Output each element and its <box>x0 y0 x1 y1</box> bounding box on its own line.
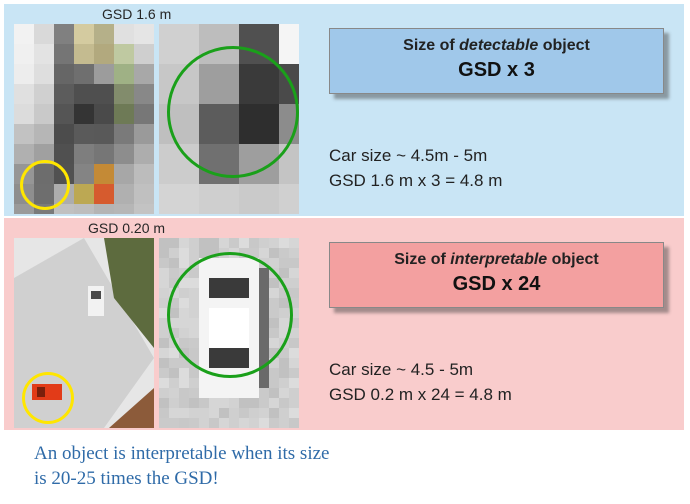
panel-detectable: GSD 1.6 m Size of detectable object GSD … <box>4 4 684 216</box>
calc-line2-bottom: GSD 0.2 m x 24 = 4.8 m <box>329 383 512 408</box>
t2c: object <box>547 251 599 268</box>
footer-line2: is 20-25 times the GSD! <box>34 467 329 492</box>
highlight-circle-green-bottom <box>167 252 293 378</box>
t1c: object <box>538 37 590 54</box>
gsd-label-top: GSD 1.6 m <box>102 6 171 22</box>
highlight-circle-green-top <box>167 46 299 178</box>
highlight-circle-yellow-top <box>20 160 70 210</box>
aerial-coarse-zoom-image <box>159 24 299 214</box>
gsd-label-bottom: GSD 0.20 m <box>88 220 165 236</box>
calc-line1-bottom: Car size ~ 4.5 - 5m <box>329 358 512 383</box>
calc-line2-top: GSD 1.6 m x 3 = 4.8 m <box>329 169 502 194</box>
info-line1-top: Size of detectable object <box>334 37 659 55</box>
calc-block-top: Car size ~ 4.5m - 5m GSD 1.6 m x 3 = 4.8… <box>329 144 502 193</box>
footer-line1: An object is interpretable when its size <box>34 442 329 467</box>
info-box-detectable: Size of detectable object GSD x 3 <box>329 28 664 94</box>
highlight-circle-yellow-bottom <box>22 372 74 424</box>
aerial-coarse-image <box>14 24 154 214</box>
info-line2-top: GSD x 3 <box>334 59 659 82</box>
t2b: interpretable <box>450 251 547 268</box>
calc-block-bottom: Car size ~ 4.5 - 5m GSD 0.2 m x 24 = 4.8… <box>329 358 512 407</box>
calc-line1-top: Car size ~ 4.5m - 5m <box>329 144 502 169</box>
aerial-fine-image <box>14 238 154 428</box>
info-box-interpretable: Size of interpretable object GSD x 24 <box>329 242 664 308</box>
footer-note: An object is interpretable when its size… <box>34 442 329 491</box>
info-line1-bottom: Size of interpretable object <box>334 251 659 269</box>
t2a: Size of <box>394 251 450 268</box>
t1b: detectable <box>459 37 538 54</box>
t1a: Size of <box>403 37 459 54</box>
panel-interpretable: GSD 0.20 m Size of interpretable object … <box>4 218 684 430</box>
info-line2-bottom: GSD x 24 <box>334 273 659 296</box>
aerial-fine-zoom-image <box>159 238 299 428</box>
